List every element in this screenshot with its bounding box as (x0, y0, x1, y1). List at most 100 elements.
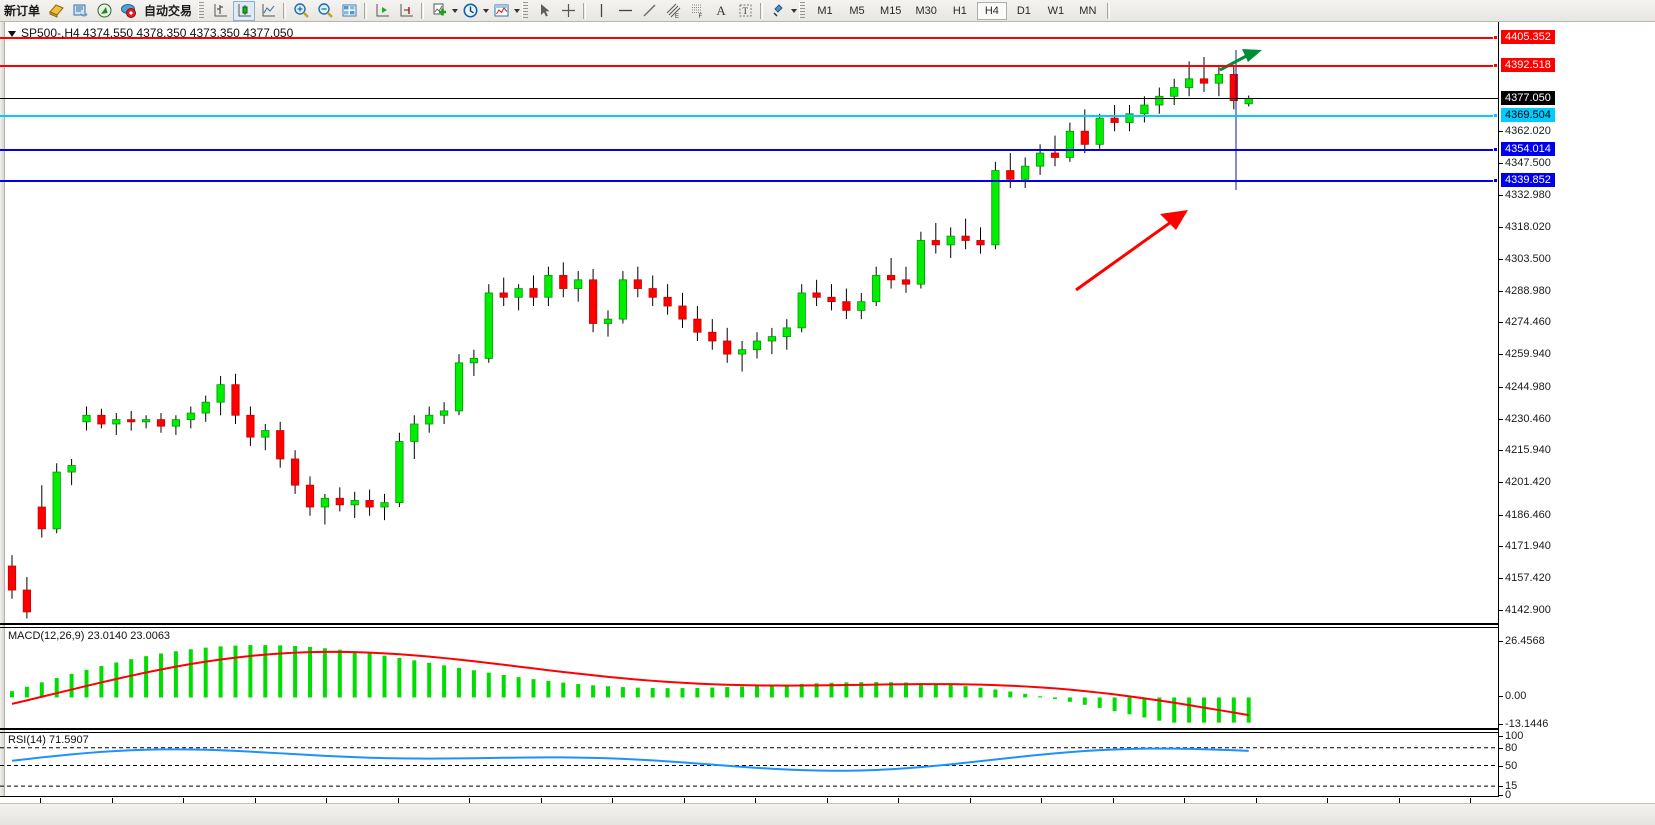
candlestick-chart-icon[interactable] (233, 0, 256, 21)
price-tick: 4244.980 (1499, 380, 1551, 393)
toolbar-grip[interactable] (522, 2, 529, 19)
time-tick (826, 798, 828, 803)
fibonacci-icon[interactable]: F (686, 1, 708, 21)
price-tag-level-line[interactable]: 4405.352 (1501, 29, 1555, 44)
price-tag-level-line[interactable]: 4392.518 (1501, 57, 1555, 72)
rsi-tick: 80 (1498, 741, 1518, 754)
time-tick (755, 798, 756, 803)
zoom-in-icon[interactable] (290, 1, 312, 21)
timeframe-w1[interactable]: W1 (1047, 4, 1065, 17)
chevron-down-icon[interactable] (514, 8, 521, 13)
timeframe-m15[interactable]: M15 (880, 4, 902, 17)
chart-area[interactable]: SP500-,H4 4374.550 4378.350 4373.350 437… (0, 22, 1655, 825)
indicators-icon[interactable] (428, 1, 450, 21)
timeframe-m1[interactable]: M1 (817, 4, 833, 17)
autotrading-label[interactable]: 自动交易 (144, 4, 193, 18)
timeframe-d1[interactable]: D1 (1016, 4, 1031, 17)
chevron-down-icon[interactable] (452, 8, 459, 13)
rsi-pane[interactable]: RSI(14) 71.5907 (0, 732, 1498, 797)
time-tick (1327, 798, 1328, 803)
timeframe-h1[interactable]: H1 (952, 4, 967, 17)
chevron-down-icon[interactable] (791, 8, 798, 13)
price-tag-level-line[interactable]: 4369.504 (1501, 107, 1555, 122)
macd-tick: -13.1446 (1498, 718, 1549, 730)
time-tick (612, 798, 613, 803)
macd-pane[interactable]: MACD(12,26,9) 23.0140 23.0063 (0, 627, 1498, 730)
left-scroll-rail[interactable] (0, 22, 5, 797)
level-line-4354.014[interactable] (0, 146, 1498, 152)
text-icon[interactable]: A (716, 2, 726, 18)
price-tick: 4215.940 (1499, 444, 1551, 457)
toolbar-grip[interactable] (799, 2, 806, 19)
price-tag-level-line[interactable]: 4354.014 (1501, 141, 1555, 156)
level-handle[interactable] (1493, 34, 1498, 40)
rsi-tick: 50 (1498, 759, 1518, 772)
timeframe-h4[interactable]: H4 (976, 1, 1007, 20)
data-window-icon[interactable] (69, 1, 91, 21)
macd-tick: 0.00 (1498, 690, 1527, 703)
trendline-icon[interactable] (638, 1, 660, 21)
text-label-icon[interactable]: T (734, 1, 756, 21)
level-handle[interactable] (1493, 146, 1498, 152)
price-tick: 4186.460 (1499, 508, 1551, 521)
toolbar-grip[interactable] (198, 2, 205, 19)
new-order-button[interactable]: 新订单 (4, 4, 41, 18)
time-tick (898, 798, 899, 803)
chevron-down-icon[interactable] (483, 8, 490, 13)
price-tag-last-price[interactable]: 4377.050 (1501, 91, 1555, 106)
cursor-icon[interactable] (533, 1, 555, 21)
timeframe-mn[interactable]: MN (1079, 4, 1097, 17)
bar-chart-icon[interactable] (209, 1, 231, 21)
time-tick (1184, 798, 1185, 803)
level-line-4369.504[interactable] (0, 112, 1498, 118)
level-handle[interactable] (1493, 62, 1498, 68)
price-tick: 4318.020 (1499, 221, 1551, 234)
collapse-arrow-icon[interactable] (8, 30, 16, 37)
navigator-icon[interactable] (93, 1, 115, 21)
timeframe-m30[interactable]: M30 (915, 4, 937, 17)
level-line-4405.352[interactable] (0, 34, 1498, 40)
auto-scroll-icon[interactable] (395, 1, 417, 21)
svg-text:F: F (698, 14, 702, 19)
price-tick: 4157.420 (1499, 572, 1551, 585)
toolbar-separator (283, 2, 287, 19)
price-tick: 4142.900 (1499, 603, 1551, 616)
price-axis[interactable]: 4362.020 4347.500 4332.980 4318.020 4303.500… (1498, 22, 1655, 801)
autotrading-icon[interactable] (117, 1, 139, 21)
line-chart-icon[interactable] (257, 1, 279, 21)
level-handle[interactable] (1493, 112, 1498, 118)
timeframe-m5[interactable]: M5 (849, 4, 865, 17)
price-tag-level-line[interactable]: 4339.852 (1501, 172, 1555, 187)
chart-shift-icon[interactable] (371, 1, 393, 21)
level-line-4377.050[interactable] (0, 98, 1498, 100)
drawings-icon[interactable] (767, 1, 789, 21)
status-bar (0, 803, 1655, 825)
time-tick (326, 798, 327, 803)
crosshair-icon[interactable] (557, 1, 579, 21)
horizontal-line-icon[interactable] (614, 1, 636, 21)
grid-icon[interactable] (338, 1, 360, 21)
vertical-line-icon[interactable] (590, 1, 612, 21)
time-tick (1112, 798, 1114, 803)
equidistant-channel-icon[interactable]: E (662, 1, 684, 21)
time-tick (1041, 798, 1042, 803)
level-line-4339.852[interactable] (0, 177, 1498, 183)
price-tick: 4303.500 (1499, 253, 1551, 266)
zoom-out-icon[interactable] (314, 1, 336, 21)
macd-canvas (10, 645, 1251, 723)
templates-icon[interactable] (490, 1, 512, 21)
price-tick: 4274.460 (1499, 316, 1551, 329)
green-trend-arrow-up (1219, 49, 1262, 72)
time-tick (469, 798, 470, 803)
level-line-4392.518[interactable] (0, 62, 1498, 68)
time-tick (1470, 798, 1471, 803)
price-pane[interactable]: SP500-,H4 4374.550 4378.350 4373.350 437… (0, 22, 1498, 625)
price-tick: 4332.980 (1499, 188, 1551, 201)
toolbar-separator (421, 2, 425, 19)
expert-advisors-icon[interactable] (45, 1, 67, 21)
rsi-label: RSI(14) 71.5907 (8, 734, 89, 746)
level-handle[interactable] (1493, 177, 1498, 183)
period-clock-icon[interactable] (459, 1, 481, 21)
price-tick: 4288.980 (1499, 284, 1551, 297)
toolbar-separator (760, 2, 764, 19)
